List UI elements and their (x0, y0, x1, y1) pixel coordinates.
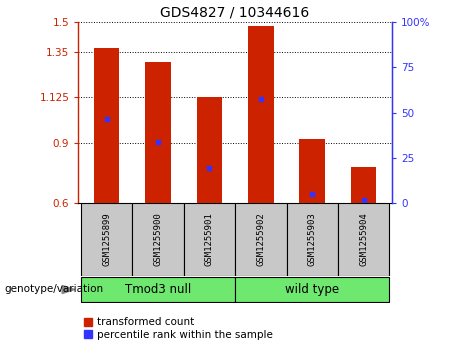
Text: genotype/variation: genotype/variation (5, 284, 104, 294)
Text: GSM1255903: GSM1255903 (307, 213, 317, 266)
Bar (299, 139, 325, 203)
Bar (196, 97, 222, 203)
Bar (81, 277, 235, 302)
Text: Tmod3 null: Tmod3 null (125, 283, 191, 296)
Text: wild type: wild type (285, 283, 339, 296)
Text: GSM1255902: GSM1255902 (256, 213, 265, 266)
Bar (184, 203, 235, 276)
Bar (94, 48, 119, 203)
Bar (351, 167, 377, 203)
Text: GSM1255901: GSM1255901 (205, 213, 214, 266)
Bar (248, 26, 274, 203)
Bar (145, 62, 171, 203)
Text: GSM1255900: GSM1255900 (154, 213, 163, 266)
Bar (286, 203, 338, 276)
Bar (235, 277, 389, 302)
Text: GSM1255899: GSM1255899 (102, 213, 111, 266)
Title: GDS4827 / 10344616: GDS4827 / 10344616 (160, 5, 310, 19)
Text: GSM1255904: GSM1255904 (359, 213, 368, 266)
Bar (132, 203, 184, 276)
Bar (338, 203, 389, 276)
Legend: transformed count, percentile rank within the sample: transformed count, percentile rank withi… (83, 317, 273, 340)
Bar (235, 203, 286, 276)
Bar (81, 203, 132, 276)
Polygon shape (62, 285, 75, 294)
